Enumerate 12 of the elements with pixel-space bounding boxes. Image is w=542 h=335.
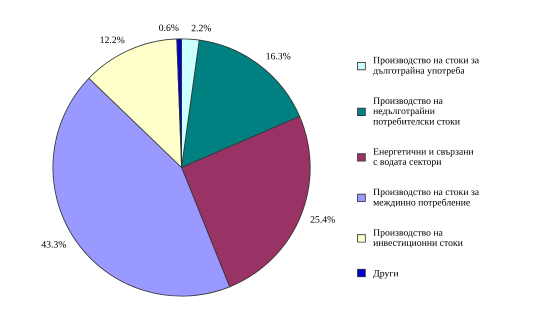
legend-label: Енергетични и свързани с водата сектори xyxy=(373,148,474,167)
data-label: 0.6% xyxy=(159,24,179,32)
legend-label: Производство на стоки за дълготрайна употреба xyxy=(373,56,479,76)
data-label: 2.2% xyxy=(192,24,212,32)
legend-label: Производство на недълготрайни потребителски стоки xyxy=(373,98,460,127)
legend-label: Производство на стоки за междинно потребление xyxy=(373,188,479,208)
legend-label: Други xyxy=(373,270,398,279)
legend-label: Производство на инвестиционни стоки xyxy=(373,229,463,248)
data-label: 16.3% xyxy=(266,52,290,60)
data-label: 43.3% xyxy=(41,241,66,248)
data-label: 12.2% xyxy=(100,36,124,44)
data-label: 25.4% xyxy=(310,216,335,223)
